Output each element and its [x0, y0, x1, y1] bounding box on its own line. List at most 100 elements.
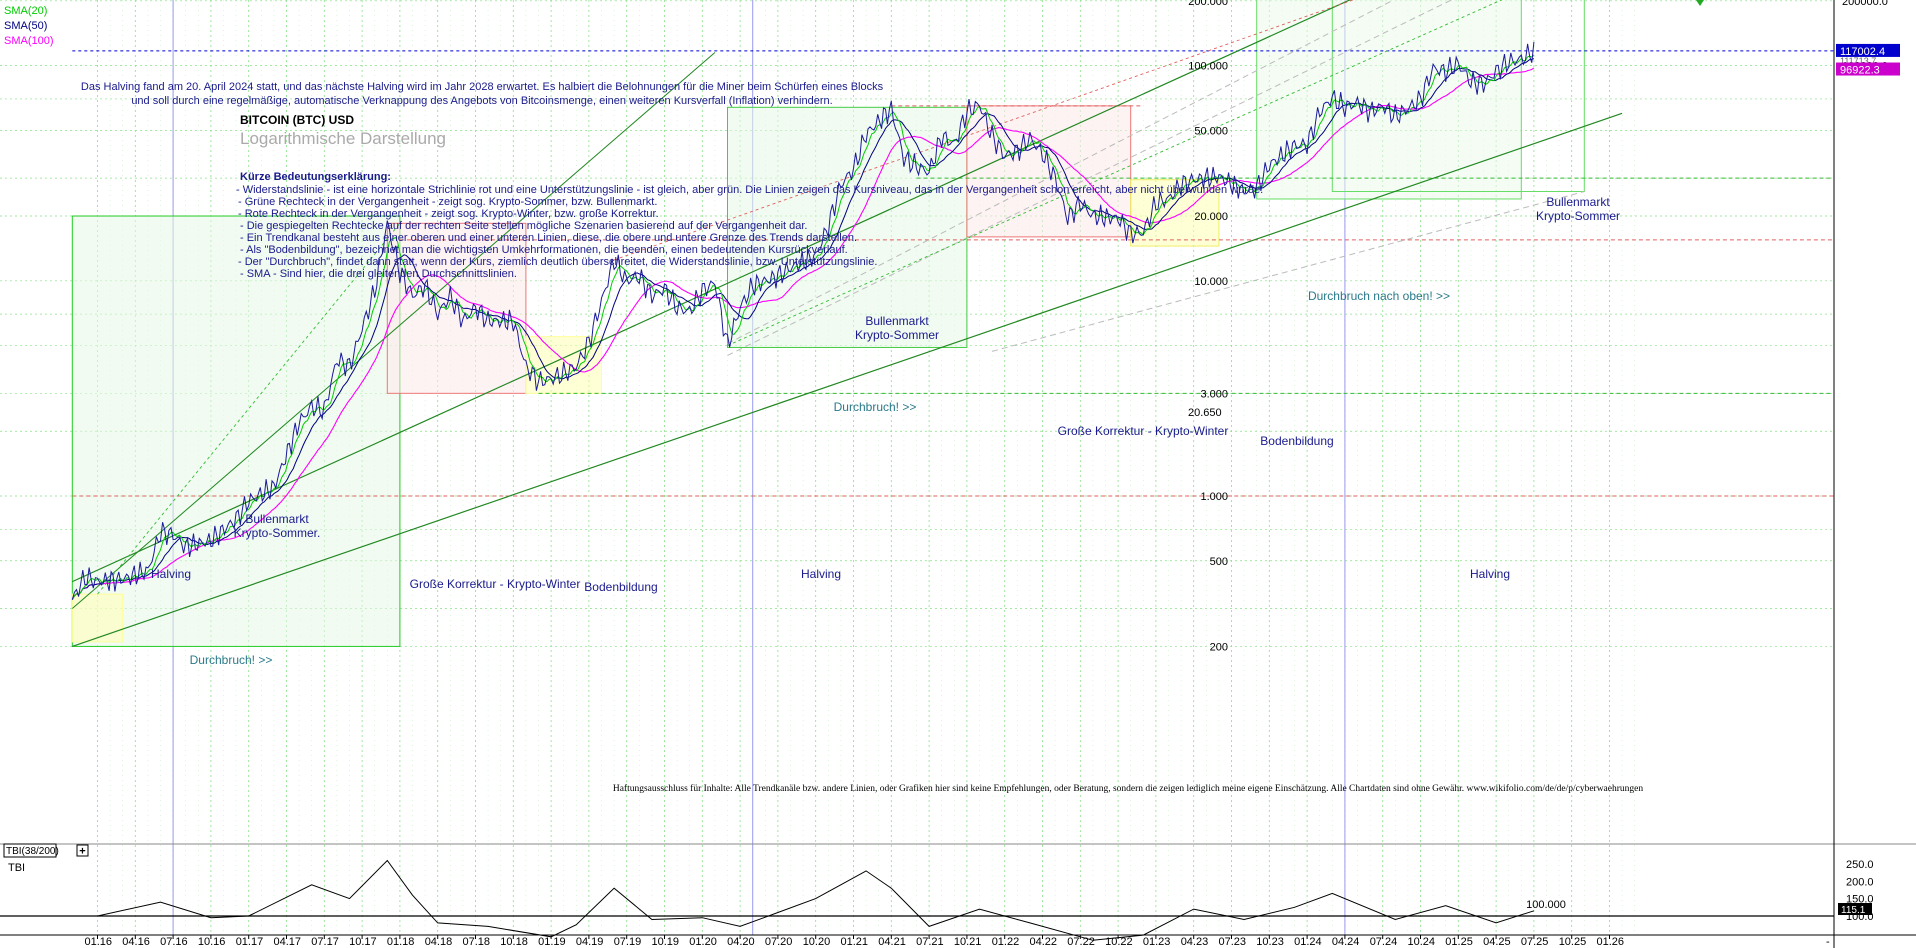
x-axis-label: 01.26: [1597, 936, 1625, 948]
bull-label-2017: Bullenmarkt: [245, 512, 309, 526]
x-axis-label: 07.22: [1067, 936, 1095, 948]
add-indicator-button[interactable]: [76, 844, 89, 857]
explanation-line: - Widerstandslinie - ist eine horizontal…: [236, 184, 1263, 196]
price-level-label: 50.000: [1194, 125, 1228, 137]
x-axis-label: 07.16: [160, 936, 188, 948]
channel-lower-line: [72, 112, 1623, 647]
x-axis-label: 10.16: [198, 936, 226, 948]
breakout-label-2020: Durchbruch! >>: [834, 400, 917, 414]
legend-sma50[interactable]: SMA(50): [4, 20, 47, 32]
x-axis-label: 10.19: [652, 936, 680, 948]
x-axis-label: 04.22: [1030, 936, 1058, 948]
explanation-line: - Rote Rechteck in der Vergangenheit - z…: [238, 208, 659, 220]
x-axis-label: 01.20: [689, 936, 717, 948]
tbi-value-tag: [1838, 903, 1872, 915]
tbi-name-box[interactable]: [3, 843, 57, 858]
tbi-value-tag-label: 115.1: [1841, 905, 1866, 916]
tbi-axis-label: 200.0: [1846, 876, 1874, 888]
tbi-level-label: 100.000: [1526, 899, 1566, 911]
correction-label-2022: Große Korrektur - Krypto-Winter: [1058, 424, 1229, 438]
projection-line: [991, 191, 1585, 352]
x-axis-dash: -: [1826, 936, 1830, 948]
bottoming-label-2019: Bodenbildung: [584, 580, 657, 594]
price-level-label: 200.000: [1188, 0, 1228, 8]
channel-upper-line-old: [71, 52, 716, 609]
level-label-20650: 20.650: [1188, 407, 1222, 419]
price-level-label: 3.000: [1200, 388, 1228, 400]
price-level-label: 1.000: [1200, 491, 1228, 503]
x-axis-label: 10.21: [954, 936, 982, 948]
price-tag-label: 117002.4: [1840, 46, 1885, 58]
channel-upper-line: [72, 0, 1352, 583]
right-axis-label: 200000.0: [1842, 0, 1888, 8]
x-axis-label: 04.18: [425, 936, 453, 948]
sma20-line: [71, 54, 1535, 600]
chart-title: BITCOIN (BTC) USD: [240, 113, 354, 127]
bottoming-zone-box: [71, 593, 124, 643]
price-level-label: 10.000: [1194, 276, 1228, 288]
bull-label-2017-sub: Krypto-Sommer.: [234, 526, 321, 540]
x-axis-label: 10.17: [349, 936, 377, 948]
x-axis-label: 07.21: [916, 936, 944, 948]
tbi-axis-label: 250.0: [1846, 859, 1874, 871]
x-axis-label: 04.24: [1332, 936, 1360, 948]
bottoming-label-2023: Bodenbildung: [1260, 434, 1333, 448]
arrow-down-icon: [1696, 0, 1704, 6]
zone-boxes: [71, 0, 1585, 647]
x-axis-label: 07.20: [765, 936, 793, 948]
legend-sma100[interactable]: SMA(100): [4, 35, 54, 47]
explanation-line: - Als "Bodenbildung", bezeichnet man die…: [240, 244, 848, 256]
x-axis-label: 01.17: [236, 936, 264, 948]
x-axis-label: 04.23: [1181, 936, 1209, 948]
price-level-label: 20.000: [1194, 211, 1228, 223]
legend-sma20[interactable]: SMA(20): [4, 5, 47, 17]
halving-label-2020: Halving: [801, 567, 841, 581]
sma-tag: [1836, 62, 1900, 76]
x-axis-label: 04.17: [274, 936, 302, 948]
explanation-line: - SMA - Sind hier, die drei gleitenden D…: [240, 268, 517, 280]
x-axis-label: 07.23: [1219, 936, 1247, 948]
x-axis-label: 01.22: [992, 936, 1020, 948]
plus-icon: +: [79, 846, 85, 858]
bull-zone-box: [1256, 0, 1522, 200]
sma50-line: [71, 58, 1535, 600]
projection-line-red: [613, 0, 1355, 261]
tbi-name: TBI: [8, 862, 25, 874]
x-axis-label: 07.24: [1370, 936, 1398, 948]
price-level-label: 200: [1210, 641, 1228, 653]
x-axis-label: 01.19: [538, 936, 566, 948]
x-axis-label: 10.18: [500, 936, 528, 948]
legend: SMA(20) SMA(50) SMA(100): [4, 5, 54, 47]
explanation-block: Kürze Bedeutungserklärung: - Widerstands…: [236, 171, 1263, 280]
breakout-label-2016: Durchbruch! >>: [190, 653, 273, 667]
tbi-axis-label: 150.0: [1846, 894, 1874, 906]
projected-bull-zone-box: [1331, 0, 1585, 192]
x-axis-label: 07.25: [1521, 936, 1549, 948]
halving-label-2016: Halving: [151, 567, 191, 581]
price-tag: [1836, 43, 1900, 57]
price-line: [71, 41, 1535, 600]
bull-label-2025-sub: Krypto-Sommer: [1536, 209, 1620, 223]
x-axis-label: 01.16: [85, 936, 113, 948]
x-axis-label: 10.23: [1256, 936, 1284, 948]
x-axis-label: 04.25: [1483, 936, 1511, 948]
x-axis-label: 10.24: [1408, 936, 1436, 948]
breakout-up-label: Durchbruch nach oben! >>: [1308, 289, 1450, 303]
projection-line: [727, 0, 1453, 356]
x-axis-label: 04.20: [727, 936, 755, 948]
x-axis-label: 04.16: [122, 936, 150, 948]
explanation-line: - Die gespiegelten Rechtecke auf der rec…: [240, 220, 807, 232]
price-level-label: 500: [1210, 556, 1228, 568]
intro-line-2: und soll durch eine regelmäßige, automat…: [131, 95, 832, 107]
x-axis-label: 10.20: [803, 936, 831, 948]
halving-label-2024: Halving: [1470, 567, 1510, 581]
price-tag-behind-label: 111713.7: [1840, 56, 1876, 66]
bottoming-zone-box: [1130, 179, 1220, 247]
tbi-line: [97, 859, 1535, 941]
x-axis-label: 01.25: [1445, 936, 1473, 948]
price-series: [71, 41, 1535, 941]
projection-line-green: [97, 223, 401, 595]
bull-label-2021: Bullenmarkt: [865, 314, 929, 328]
